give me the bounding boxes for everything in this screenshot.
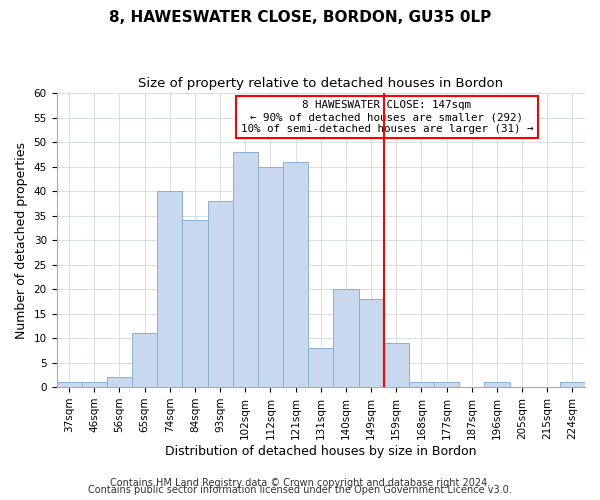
Y-axis label: Number of detached properties: Number of detached properties — [15, 142, 28, 338]
Bar — [132, 333, 157, 387]
Bar — [383, 343, 409, 387]
Text: 8 HAWESWATER CLOSE: 147sqm
← 90% of detached houses are smaller (292)
10% of sem: 8 HAWESWATER CLOSE: 147sqm ← 90% of deta… — [241, 100, 533, 134]
Bar — [157, 191, 182, 387]
Text: Contains HM Land Registry data © Crown copyright and database right 2024.: Contains HM Land Registry data © Crown c… — [110, 478, 490, 488]
Bar — [107, 378, 132, 387]
Bar — [560, 382, 585, 387]
Bar — [208, 201, 233, 387]
Text: Contains public sector information licensed under the Open Government Licence v3: Contains public sector information licen… — [88, 485, 512, 495]
Bar — [359, 299, 383, 387]
Bar — [434, 382, 459, 387]
Bar — [409, 382, 434, 387]
Bar — [484, 382, 509, 387]
Bar — [258, 166, 283, 387]
Bar — [283, 162, 308, 387]
Bar — [233, 152, 258, 387]
X-axis label: Distribution of detached houses by size in Bordon: Distribution of detached houses by size … — [165, 444, 476, 458]
Bar — [182, 220, 208, 387]
Title: Size of property relative to detached houses in Bordon: Size of property relative to detached ho… — [138, 78, 503, 90]
Bar — [56, 382, 82, 387]
Bar — [82, 382, 107, 387]
Bar — [308, 348, 334, 387]
Bar — [334, 289, 359, 387]
Text: 8, HAWESWATER CLOSE, BORDON, GU35 0LP: 8, HAWESWATER CLOSE, BORDON, GU35 0LP — [109, 10, 491, 25]
